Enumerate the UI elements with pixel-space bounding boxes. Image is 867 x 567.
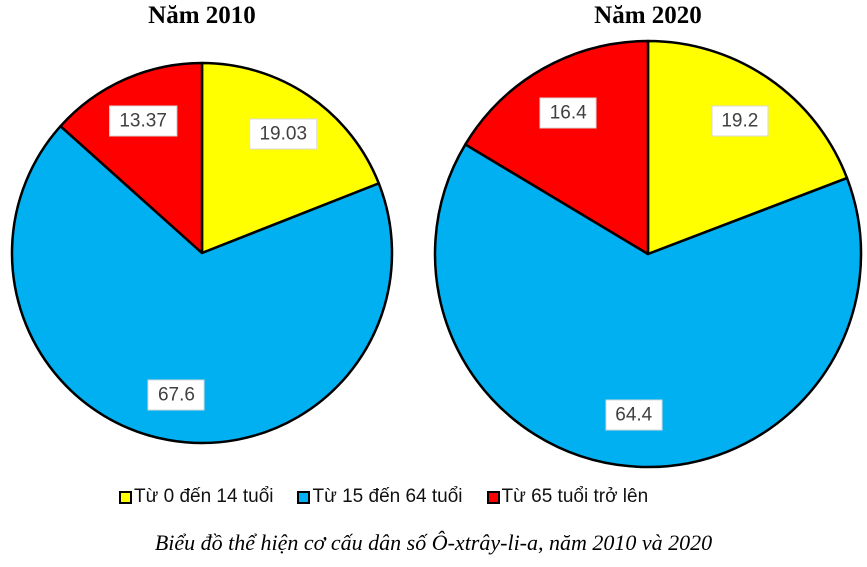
legend-item-label: Từ 0 đến 14 tuổi	[134, 486, 274, 507]
pie-slice-1-0	[646, 39, 849, 256]
slice-value-label: 13.37	[109, 105, 177, 137]
legend-item: Từ 15 đến 64 tuổi	[297, 486, 463, 508]
legend-swatch-icon	[297, 490, 311, 504]
pie-slice-0-1	[10, 124, 394, 445]
slice-value-label: 16.4	[539, 97, 597, 129]
legend: Từ 0 đến 14 tuổi Từ 15 đến 64 tuổi Từ 65 t…	[119, 483, 648, 511]
pie-2010-title: Năm 2010	[148, 2, 256, 29]
legend-item: Từ 0 đến 14 tuổi	[119, 486, 273, 508]
legend-swatch-icon	[119, 490, 132, 504]
pie-chart-2010: 19.03 67.6 13.37	[9, 60, 395, 446]
slice-value-label: 19.2	[711, 105, 769, 137]
pie-slice-1-2	[464, 39, 650, 256]
pie-2020-title: Năm 2020	[594, 2, 702, 29]
pie-slice-0-0	[200, 61, 381, 255]
legend-item: Từ 65 tuổi trở lên	[486, 486, 649, 508]
pie-chart-2020: 19.2 64.4 16.4	[432, 38, 864, 470]
legend-item-label: Từ 65 tuổi trở lên	[501, 486, 649, 507]
slice-value-label: 64.4	[605, 399, 663, 431]
legend-swatch-icon	[486, 490, 500, 504]
chart-caption: Biểu đồ thể hiện cơ cấu dân số Ô-xtrây-l…	[154, 530, 713, 555]
pie-slice-1-1	[433, 143, 863, 469]
slice-value-label: 19.03	[249, 118, 318, 150]
legend-item-label: Từ 15 đến 64 tuổi	[312, 486, 463, 507]
slice-value-label: 67.6	[147, 379, 205, 411]
pie-2020-svg	[433, 39, 863, 469]
